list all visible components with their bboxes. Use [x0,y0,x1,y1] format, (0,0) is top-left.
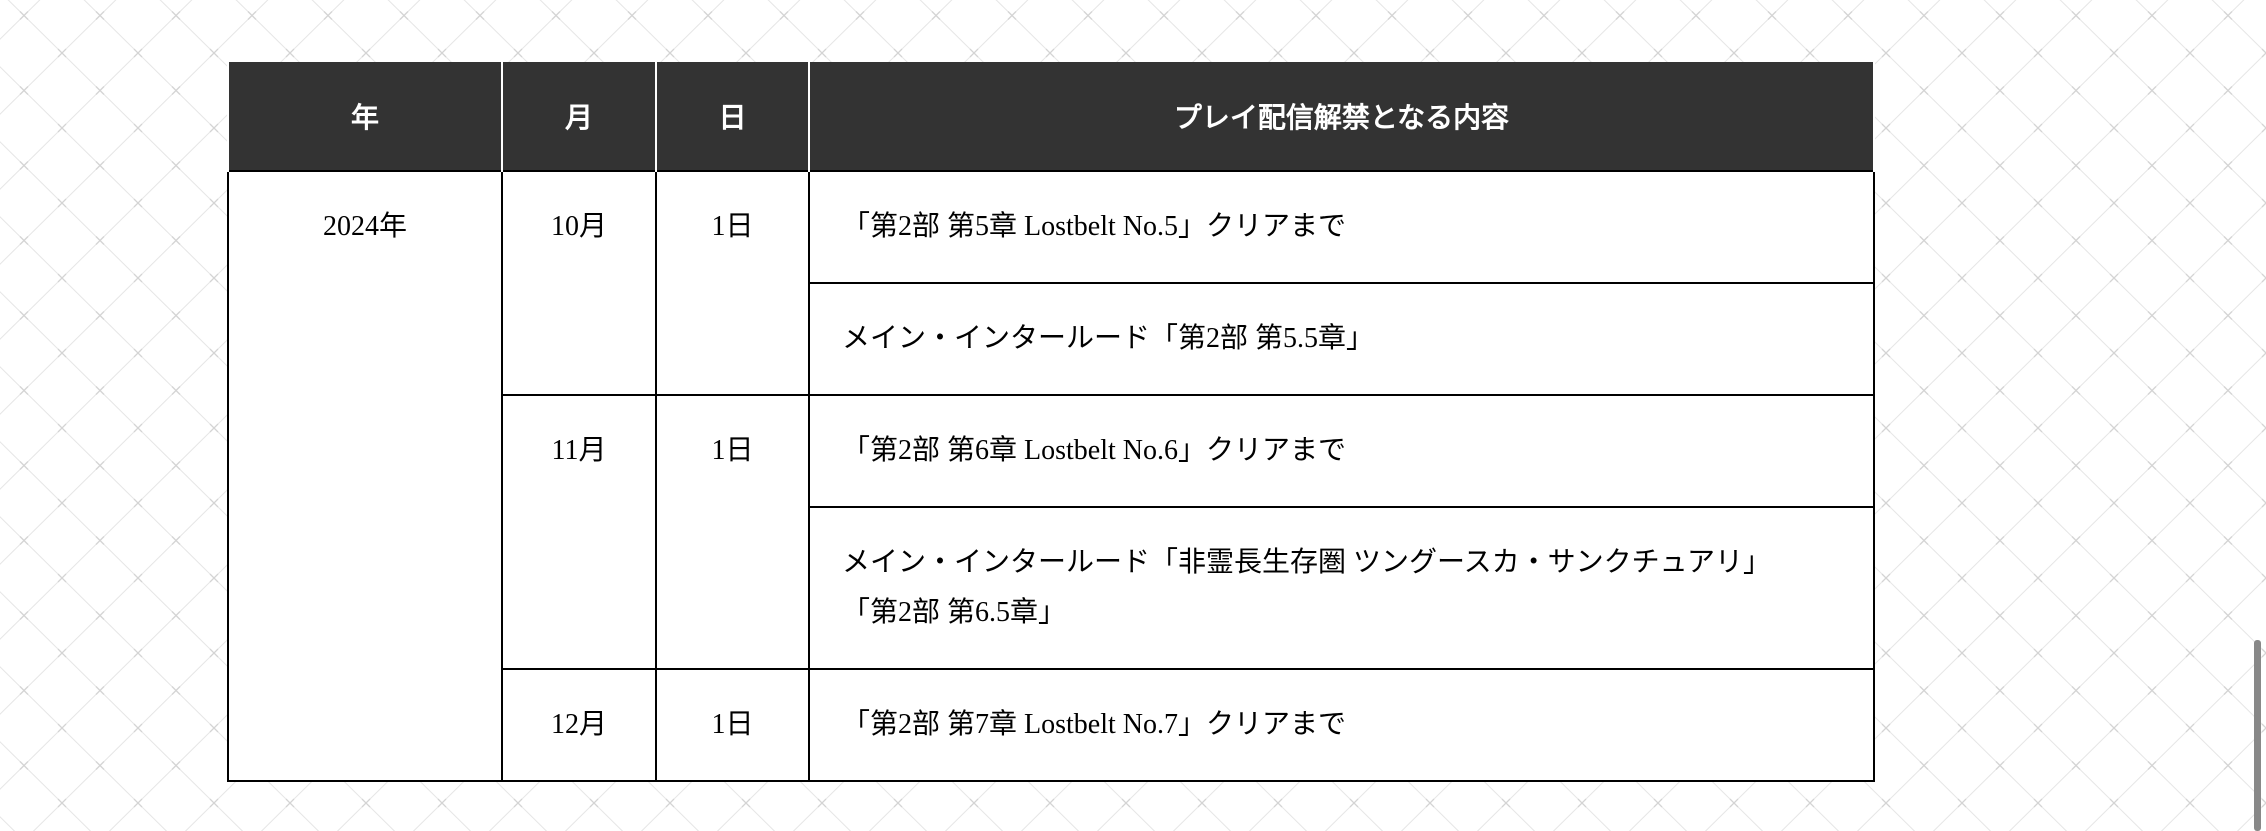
content-cell: 「第2部 第5章 Lostbelt No.5」クリアまで [808,170,1875,284]
month-cell: 12月 [501,668,657,782]
header-content: プレイ配信解禁となる内容 [808,62,1875,171]
content-cell: メイン・インタールード「第2部 第5.5章」 [808,282,1875,396]
scrollbar-thumb[interactable] [2254,640,2261,831]
header-day: 日 [655,62,810,171]
year-cell: 2024年 [227,170,503,782]
month-cell: 11月 [501,394,657,670]
day-cell: 1日 [655,394,810,670]
content-cell: 「第2部 第7章 Lostbelt No.7」クリアまで [808,668,1875,782]
table-row: 11月 1日 「第2部 第6章 Lostbelt No.6」クリアまで [228,394,1875,670]
content-line: メイン・インタールード「非霊長生存圏 ツングースカ・サンクチュアリ」 [842,547,1772,578]
content-cell: 「第2部 第6章 Lostbelt No.6」クリアまで [808,394,1875,508]
day-cell: 1日 [655,668,810,782]
table-row: 12月 1日 「第2部 第7章 Lostbelt No.7」クリアまで [228,668,1875,782]
content-cell: メイン・インタールード「非霊長生存圏 ツングースカ・サンクチュアリ」 「第2部 第… [808,506,1875,670]
day-cell: 1日 [655,170,810,396]
header-month: 月 [501,62,657,171]
schedule-table: 年 月 日 プレイ配信解禁となる内容 2024年 10月 1日 「第2部 第5章… [227,62,1875,782]
table-row: 2024年 10月 1日 「第2部 第5章 Lostbelt No.5」クリアま… [227,170,1875,782]
table-header-row: 年 月 日 プレイ配信解禁となる内容 [227,62,1875,171]
table-row: メイン・インタールード「非霊長生存圏 ツングースカ・サンクチュアリ」 「第2部 第… [228,506,1875,670]
table-row: メイン・インタールード「第2部 第5.5章」 [228,282,1875,396]
header-year: 年 [227,62,503,171]
content-line: 「第2部 第6.5章」 [842,597,1067,628]
month-cell: 10月 [501,170,657,396]
